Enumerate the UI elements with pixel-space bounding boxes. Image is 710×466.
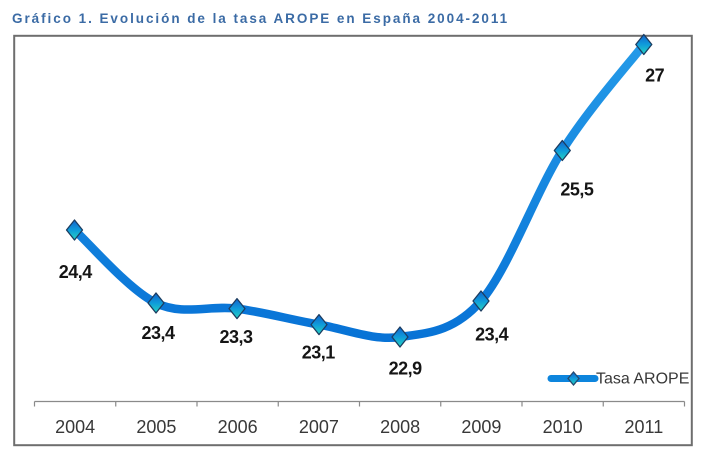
svg-text:2009: 2009 bbox=[461, 417, 501, 437]
svg-text:23,1: 23,1 bbox=[302, 343, 336, 363]
svg-text:2011: 2011 bbox=[625, 417, 664, 437]
svg-text:2005: 2005 bbox=[136, 417, 176, 437]
svg-text:27: 27 bbox=[645, 66, 665, 86]
svg-text:23,4: 23,4 bbox=[475, 325, 509, 345]
svg-text:22,9: 22,9 bbox=[389, 358, 423, 378]
svg-text:2010: 2010 bbox=[543, 417, 583, 437]
svg-text:2008: 2008 bbox=[380, 417, 420, 437]
svg-text:25,5: 25,5 bbox=[560, 179, 594, 199]
svg-text:Gráfico 1. Evolución de la tas: Gráfico 1. Evolución de la tasa AROPE en… bbox=[12, 11, 509, 26]
svg-text:2007: 2007 bbox=[299, 417, 339, 437]
svg-text:Tasa AROPE: Tasa AROPE bbox=[596, 371, 689, 388]
svg-text:2004: 2004 bbox=[55, 417, 95, 437]
svg-text:2006: 2006 bbox=[218, 417, 258, 437]
svg-text:23,3: 23,3 bbox=[219, 327, 253, 347]
svg-text:23,4: 23,4 bbox=[141, 323, 175, 343]
svg-text:24,4: 24,4 bbox=[59, 262, 93, 282]
